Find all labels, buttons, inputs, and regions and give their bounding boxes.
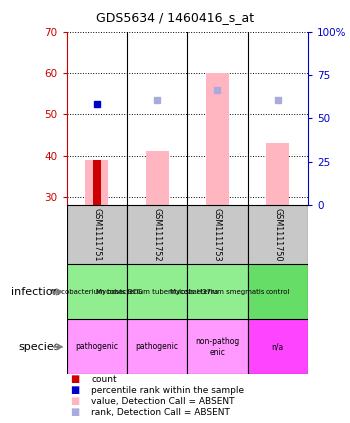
- Bar: [247, 205, 308, 264]
- Text: ■: ■: [70, 407, 79, 418]
- Bar: [127, 319, 187, 374]
- Text: GSM1111752: GSM1111752: [153, 208, 162, 261]
- Text: Mycobacterium tuberculosis H37ra: Mycobacterium tuberculosis H37ra: [96, 289, 218, 295]
- Bar: [206, 73, 229, 205]
- Bar: [85, 160, 108, 205]
- Text: ■: ■: [70, 385, 79, 396]
- Bar: [187, 319, 247, 374]
- Text: GSM1111751: GSM1111751: [92, 208, 101, 261]
- Text: rank, Detection Call = ABSENT: rank, Detection Call = ABSENT: [91, 408, 230, 417]
- Text: count: count: [91, 375, 117, 384]
- Bar: [66, 205, 127, 264]
- Bar: [266, 143, 289, 205]
- Bar: [66, 264, 127, 319]
- Text: species: species: [18, 342, 60, 352]
- Text: Mycobacterium smegmatis: Mycobacterium smegmatis: [170, 289, 265, 295]
- Bar: [127, 264, 187, 319]
- Text: non-pathog
enic: non-pathog enic: [195, 337, 239, 357]
- Bar: [187, 205, 247, 264]
- Text: GSM1111753: GSM1111753: [213, 208, 222, 261]
- Text: Mycobacterium bovis BCG: Mycobacterium bovis BCG: [51, 289, 142, 295]
- Bar: [146, 151, 169, 205]
- Text: percentile rank within the sample: percentile rank within the sample: [91, 386, 244, 395]
- Bar: [127, 205, 187, 264]
- Bar: [247, 319, 308, 374]
- Bar: [93, 160, 100, 205]
- Text: n/a: n/a: [272, 342, 284, 352]
- Text: ■: ■: [70, 396, 79, 407]
- Text: value, Detection Call = ABSENT: value, Detection Call = ABSENT: [91, 397, 234, 406]
- Text: infection: infection: [11, 287, 60, 297]
- Text: GDS5634 / 1460416_s_at: GDS5634 / 1460416_s_at: [96, 11, 254, 24]
- Bar: [247, 264, 308, 319]
- Text: ■: ■: [70, 374, 79, 385]
- Text: pathogenic: pathogenic: [135, 342, 178, 352]
- Text: pathogenic: pathogenic: [75, 342, 118, 352]
- Text: control: control: [266, 289, 290, 295]
- Bar: [66, 319, 127, 374]
- Text: GSM1111750: GSM1111750: [273, 208, 282, 261]
- Bar: [187, 264, 247, 319]
